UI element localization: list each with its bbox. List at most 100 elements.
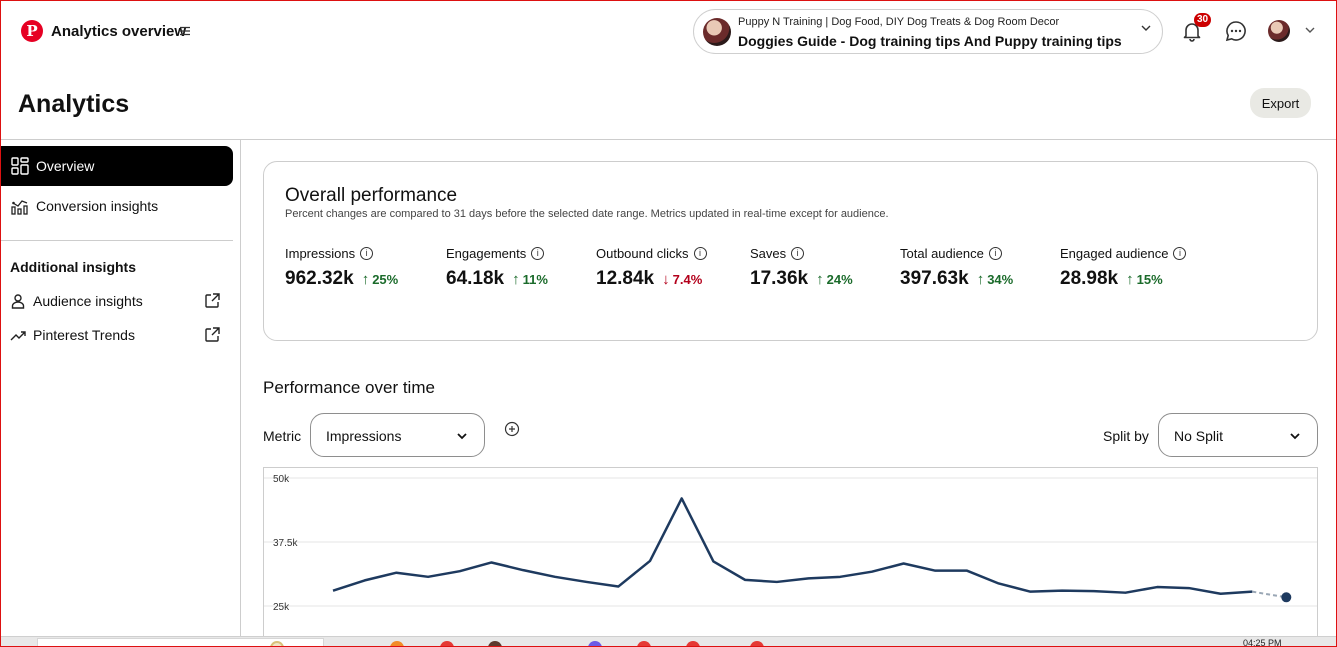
metric-outbound-clicks[interactable]: Outbound clicks i 12.84k ↓ 7.4% <box>596 246 707 290</box>
y-tick-label: 50k <box>273 474 290 485</box>
divider <box>0 139 1337 140</box>
performance-chart[interactable]: 50k 37.5k 25k <box>263 467 1318 637</box>
section-title: Additional insights <box>10 259 136 275</box>
projected-segment <box>1252 590 1287 599</box>
metric-change: 25% <box>372 272 399 287</box>
grid-icon <box>11 157 29 175</box>
metric-label: Metric <box>263 428 302 444</box>
info-icon[interactable]: i <box>1173 247 1187 260</box>
metric-change: 11% <box>522 272 548 287</box>
account-name: Doggies Guide - Dog training tips And Pu… <box>738 33 1122 49</box>
external-link-icon <box>205 293 220 308</box>
arrow-up-icon: ↑ <box>512 271 520 288</box>
arrow-up-icon: ↑ <box>361 271 370 288</box>
overall-performance-title: Overall performance <box>285 185 458 206</box>
impressions-line[interactable] <box>332 497 1253 595</box>
overall-performance-card: Overall performance Percent changes are … <box>263 161 1318 341</box>
sidebar: Overview Conversion insights Additional … <box>0 140 241 647</box>
sidebar-item-label: Pinterest Trends <box>33 327 135 343</box>
account-avatar <box>703 18 731 46</box>
conversion-icon <box>11 197 29 215</box>
taskbar-app-icon[interactable] <box>488 641 502 647</box>
hamburger-menu-icon[interactable] <box>180 24 190 39</box>
account-subtitle: Puppy N Training | Dog Food, DIY Dog Tre… <box>738 16 1060 28</box>
taskbar-app-icon[interactable] <box>637 641 651 647</box>
metric-impressions[interactable]: Impressions i 962.32k ↑ 25% <box>285 246 398 290</box>
top-bar: P Analytics overview Puppy N Training | … <box>0 0 1337 64</box>
sidebar-item-audience-insights[interactable]: Audience insights <box>10 290 220 312</box>
metric-label: Engagements <box>446 246 527 261</box>
divider <box>0 240 233 241</box>
metric-label: Engaged audience <box>1060 246 1169 261</box>
chart-svg: 50k 37.5k 25k <box>264 474 1317 613</box>
info-icon[interactable]: i <box>988 247 1002 260</box>
metric-label: Outbound clicks <box>596 246 689 261</box>
page-title: Analytics <box>18 90 130 118</box>
account-switcher[interactable]: Puppy N Training | Dog Food, DIY Dog Tre… <box>693 9 1163 54</box>
taskbar-clock: 04:25 PM <box>1243 638 1282 647</box>
chevron-down-icon <box>456 429 468 441</box>
taskbar-app-icon[interactable] <box>440 641 454 647</box>
app-title[interactable]: Analytics overview <box>51 23 187 40</box>
pinterest-logo[interactable]: P <box>21 20 43 42</box>
sidebar-item-label: Audience insights <box>33 293 143 309</box>
sidebar-item-label: Conversion insights <box>36 198 159 214</box>
info-icon[interactable]: i <box>360 247 374 260</box>
performance-over-time-title: Performance over time <box>263 378 435 397</box>
taskbar-app-icon[interactable] <box>686 641 700 647</box>
metric-value: 28.98k <box>1060 268 1119 289</box>
sidebar-item-overview[interactable]: Overview <box>0 146 233 186</box>
sidebar-item-conversion-insights[interactable]: Conversion insights <box>0 186 233 226</box>
external-link-icon <box>205 327 220 342</box>
notification-badge: 30 <box>1194 13 1211 27</box>
split-by-label: Split by <box>1103 428 1149 444</box>
metric-engagements[interactable]: Engagements i 64.18k ↑ 11% <box>446 246 548 290</box>
info-icon[interactable]: i <box>791 247 805 260</box>
taskbar-app-icon[interactable] <box>270 641 284 647</box>
metric-change: 34% <box>987 272 1014 287</box>
taskbar-app-icon[interactable] <box>588 641 602 647</box>
split-select-value: No Split <box>1174 428 1224 444</box>
metric-value: 17.36k <box>750 268 809 289</box>
metric-change: 7.4% <box>672 272 703 287</box>
metric-change: 15% <box>1136 272 1163 287</box>
arrow-up-icon: ↑ <box>1126 271 1134 288</box>
metric-label: Saves <box>750 246 787 261</box>
trend-icon <box>10 327 26 343</box>
taskbar-search[interactable] <box>37 638 324 647</box>
arrow-up-icon: ↑ <box>976 271 985 288</box>
metric-engaged-audience[interactable]: Engaged audience i 28.98k ↑ 15% <box>1060 246 1187 290</box>
projected-point[interactable] <box>1281 592 1292 603</box>
taskbar-app-icon[interactable] <box>750 641 764 647</box>
chevron-down-icon <box>1140 22 1152 37</box>
metric-label: Total audience <box>900 246 984 261</box>
y-tick-label: 37.5k <box>273 538 298 549</box>
arrow-up-icon: ↑ <box>816 271 824 288</box>
add-metric-icon[interactable] <box>504 421 520 437</box>
avatar[interactable] <box>1268 20 1290 42</box>
metric-value: 962.32k <box>285 268 354 289</box>
taskbar-app-icon[interactable] <box>390 641 404 647</box>
metric-total-audience[interactable]: Total audience i 397.63k ↑ 34% <box>900 246 1013 290</box>
taskbar: 04:25 PM <box>0 636 1337 647</box>
arrow-down-icon: ↓ <box>662 271 670 288</box>
metric-value: 397.63k <box>900 268 969 289</box>
export-button[interactable]: Export <box>1250 88 1311 118</box>
person-icon <box>10 293 26 309</box>
chevron-down-icon[interactable] <box>1304 24 1316 39</box>
info-icon[interactable]: i <box>531 247 545 260</box>
metric-select[interactable]: Impressions <box>310 413 485 457</box>
metric-saves[interactable]: Saves i 17.36k ↑ 24% <box>750 246 853 290</box>
metric-select-value: Impressions <box>326 428 402 444</box>
info-icon[interactable]: i <box>693 247 707 260</box>
sidebar-item-pinterest-trends[interactable]: Pinterest Trends <box>10 324 220 346</box>
sidebar-item-label: Overview <box>36 158 95 174</box>
bell-icon[interactable] <box>1181 20 1203 42</box>
chat-icon[interactable] <box>1225 20 1247 42</box>
split-select[interactable]: No Split <box>1158 413 1318 457</box>
metric-label: Impressions <box>285 246 356 261</box>
chevron-down-icon <box>1289 429 1301 441</box>
y-tick-label: 25k <box>273 602 290 613</box>
overall-performance-subtitle: Percent changes are compared to 31 days … <box>285 208 889 220</box>
metric-change: 24% <box>826 272 853 287</box>
